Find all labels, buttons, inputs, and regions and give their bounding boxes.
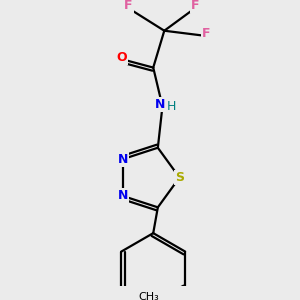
Text: S: S bbox=[175, 171, 184, 184]
Text: N: N bbox=[154, 98, 165, 111]
Text: N: N bbox=[118, 153, 128, 166]
Text: CH₃: CH₃ bbox=[138, 292, 159, 300]
Text: H: H bbox=[167, 100, 176, 113]
Text: F: F bbox=[191, 0, 200, 12]
Text: O: O bbox=[117, 51, 127, 64]
Text: N: N bbox=[118, 190, 128, 202]
Text: F: F bbox=[202, 27, 210, 40]
Text: F: F bbox=[124, 0, 133, 12]
